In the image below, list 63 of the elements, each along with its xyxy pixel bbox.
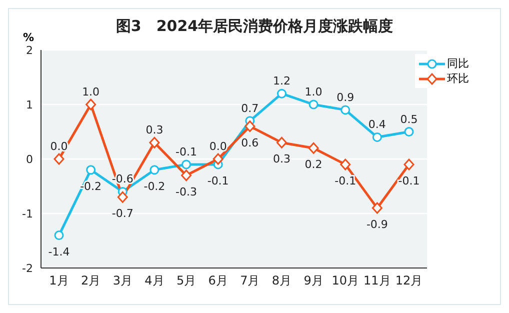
point — [117, 191, 128, 203]
data-label: 0.3 — [272, 152, 290, 166]
point — [54, 153, 64, 165]
point — [372, 132, 382, 142]
x-tick-label: 7月 — [240, 274, 260, 288]
data-label: -0.1 — [398, 174, 420, 188]
point — [276, 136, 287, 148]
data-label: 0.2 — [304, 158, 322, 172]
point — [340, 158, 351, 170]
data-label: 1.2 — [272, 74, 290, 88]
data-label: 0.7 — [241, 102, 259, 115]
y-axis-title: % — [23, 31, 34, 44]
point — [244, 120, 256, 132]
data-label: -0.7 — [112, 207, 134, 220]
data-label: 0.9 — [336, 90, 354, 104]
x-tick-label: 8月 — [272, 274, 292, 288]
x-tick-label: 2月 — [81, 274, 101, 288]
legend-label: 环比 — [447, 71, 469, 86]
data-label: -0.1 — [334, 174, 356, 188]
data-label: 0.6 — [241, 136, 259, 150]
point — [308, 142, 319, 154]
x-tick-label: 9月 — [304, 274, 324, 288]
data-label: 0.5 — [400, 112, 418, 126]
x-tick-label: 6月 — [208, 274, 228, 288]
legend-label: 同比 — [447, 56, 469, 71]
point — [276, 88, 286, 98]
point — [54, 230, 64, 240]
point — [86, 165, 96, 175]
point — [182, 160, 192, 170]
y-tick-label: -1 — [22, 207, 33, 220]
y-tick-label: -2 — [22, 262, 33, 275]
point — [212, 153, 224, 165]
data-label: -0.2 — [144, 180, 166, 193]
data-label: -0.9 — [366, 218, 388, 232]
x-tick-label: 4月 — [144, 274, 164, 288]
data-label: 0.0 — [209, 140, 227, 153]
chart-title: 图3 2024年居民消费价格月度涨跌幅度 — [116, 17, 394, 35]
y-tick-label: 2 — [26, 44, 33, 57]
x-tick-label: 12月 — [395, 274, 423, 288]
point — [340, 105, 350, 115]
point — [181, 170, 192, 182]
y-tick-label: 0 — [26, 152, 33, 166]
x-tick-label: 10月 — [332, 274, 360, 288]
data-label: 0.4 — [368, 118, 386, 132]
point — [308, 100, 318, 110]
x-tick-label: 1月 — [49, 274, 69, 288]
point — [404, 127, 414, 136]
data-label: -1.4 — [48, 245, 70, 258]
data-label: 0.3 — [146, 124, 164, 137]
point — [404, 158, 414, 170]
x-tick-label: 5月 — [176, 274, 196, 288]
data-label: -0.3 — [176, 185, 198, 198]
data-label: -0.1 — [176, 145, 198, 158]
data-label: 1.0 — [82, 86, 100, 98]
x-tick-label: 3月 — [112, 274, 132, 288]
point — [149, 136, 160, 148]
point — [150, 165, 160, 175]
x-tick-label: 11月 — [364, 274, 391, 288]
data-label: 1.0 — [304, 86, 322, 98]
y-tick-label: 1 — [26, 98, 33, 112]
point — [86, 98, 96, 110]
data-label: -0.1 — [207, 174, 229, 188]
point — [372, 202, 382, 214]
